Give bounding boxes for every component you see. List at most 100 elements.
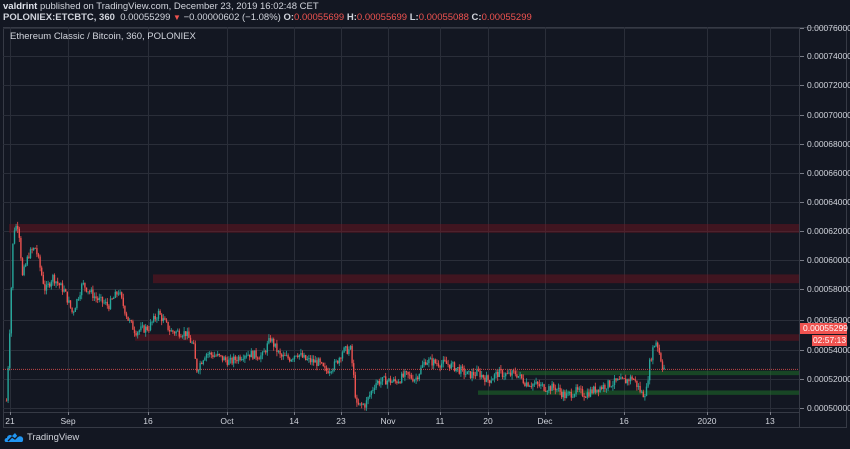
candle-body [549, 386, 552, 391]
candle-body [620, 377, 622, 380]
candle-body [186, 331, 188, 337]
candle-body [348, 349, 350, 354]
candle-body [252, 351, 254, 359]
candlestick-chart[interactable] [3, 27, 800, 412]
candle-body [261, 352, 264, 356]
candle-body [409, 374, 411, 376]
candle-body [228, 359, 230, 365]
candle-body [333, 361, 336, 370]
candle-body [394, 379, 396, 382]
candle-body [317, 358, 320, 366]
current-price-tag: 0.00055299 [800, 323, 848, 334]
open-value: 0.00055699 [294, 12, 345, 23]
candle-body [345, 346, 347, 348]
candle-body [489, 380, 491, 383]
candle-body [47, 283, 49, 286]
candle-body [541, 384, 544, 386]
candle-body [37, 254, 40, 257]
candle-body [546, 390, 548, 392]
candle-body [289, 358, 291, 362]
candle-body [41, 267, 43, 275]
candle-body [633, 379, 635, 381]
candle-body [657, 342, 659, 348]
candle-body [298, 354, 300, 358]
candle-body [453, 362, 456, 372]
candle-body [537, 381, 539, 384]
symbol-label: POLONIEX:ETCBTC, 360 [3, 12, 115, 23]
candle-body [247, 354, 249, 356]
candle-body [573, 394, 576, 397]
candle-body [148, 329, 150, 331]
time-axis-label: Dec [537, 416, 553, 426]
candle-body [429, 358, 432, 360]
candle-body [79, 295, 81, 300]
candle-body [185, 331, 187, 337]
candle-body [60, 283, 62, 286]
candle-body [217, 353, 219, 356]
candle-body [202, 360, 204, 364]
chart-frame [3, 27, 847, 428]
candle-body [169, 329, 171, 332]
candle-body [191, 342, 193, 344]
price-axis-tick [800, 56, 804, 57]
candle-body [137, 332, 139, 336]
candle-body [212, 354, 214, 358]
candle-body [401, 373, 403, 383]
candle-body [535, 381, 537, 384]
candle-body [239, 356, 241, 360]
candle-body [201, 363, 203, 364]
candle-body [484, 377, 486, 382]
candle-body [377, 380, 379, 384]
candle-body [532, 383, 534, 387]
price-axis-label: 0.00052000 [807, 374, 850, 384]
time-axis-tick [440, 412, 441, 415]
time-axis-tick [148, 412, 149, 415]
candle-body [361, 403, 363, 405]
candle-body [497, 371, 499, 378]
candle-body [29, 249, 32, 258]
candle-body [343, 347, 345, 353]
tradingview-logo[interactable]: TradingView [4, 431, 79, 443]
time-axis-tick [294, 412, 295, 415]
candle-body [447, 363, 449, 365]
time-axis-tick [488, 412, 489, 415]
candle-body [10, 288, 12, 334]
candle-body [52, 275, 54, 282]
candle-body [282, 355, 284, 357]
candle-body [109, 298, 112, 310]
candle-body [585, 397, 587, 398]
candle-body [433, 359, 435, 366]
candle-body [610, 386, 612, 388]
time-axis-label: 2020 [697, 416, 717, 426]
candle-body [565, 393, 568, 399]
time-axis-tick [707, 412, 708, 415]
candle-body [161, 314, 163, 322]
candle-body [481, 374, 483, 378]
price-axis-label: 0.00074000 [807, 51, 850, 61]
chart-pane[interactable]: Ethereum Classic / Bitcoin, 360, POLONIE… [3, 27, 800, 412]
candle-body [356, 397, 358, 403]
time-axis-tick [10, 412, 11, 415]
candle-body [380, 381, 382, 385]
time-axis-border [3, 412, 800, 413]
candle-body [461, 366, 464, 369]
candle-body [274, 343, 276, 347]
candle-body [425, 361, 427, 365]
candle-body [604, 384, 606, 389]
price-change: −0.00000602 (−1.08%) [183, 12, 281, 23]
price-axis-tick [800, 85, 804, 86]
candle-body [297, 355, 299, 358]
candle-body [53, 275, 56, 284]
candle-body [269, 338, 272, 342]
candle-body [349, 345, 352, 350]
candle-body [625, 378, 627, 384]
candle-body [561, 391, 563, 398]
candle-body [268, 338, 270, 344]
candle-body [281, 354, 283, 357]
candle-body [129, 320, 131, 321]
candle-body [476, 369, 478, 376]
candle-body [649, 359, 651, 381]
candle-body [410, 375, 412, 379]
candle-body [509, 372, 512, 376]
candle-body [354, 374, 356, 398]
